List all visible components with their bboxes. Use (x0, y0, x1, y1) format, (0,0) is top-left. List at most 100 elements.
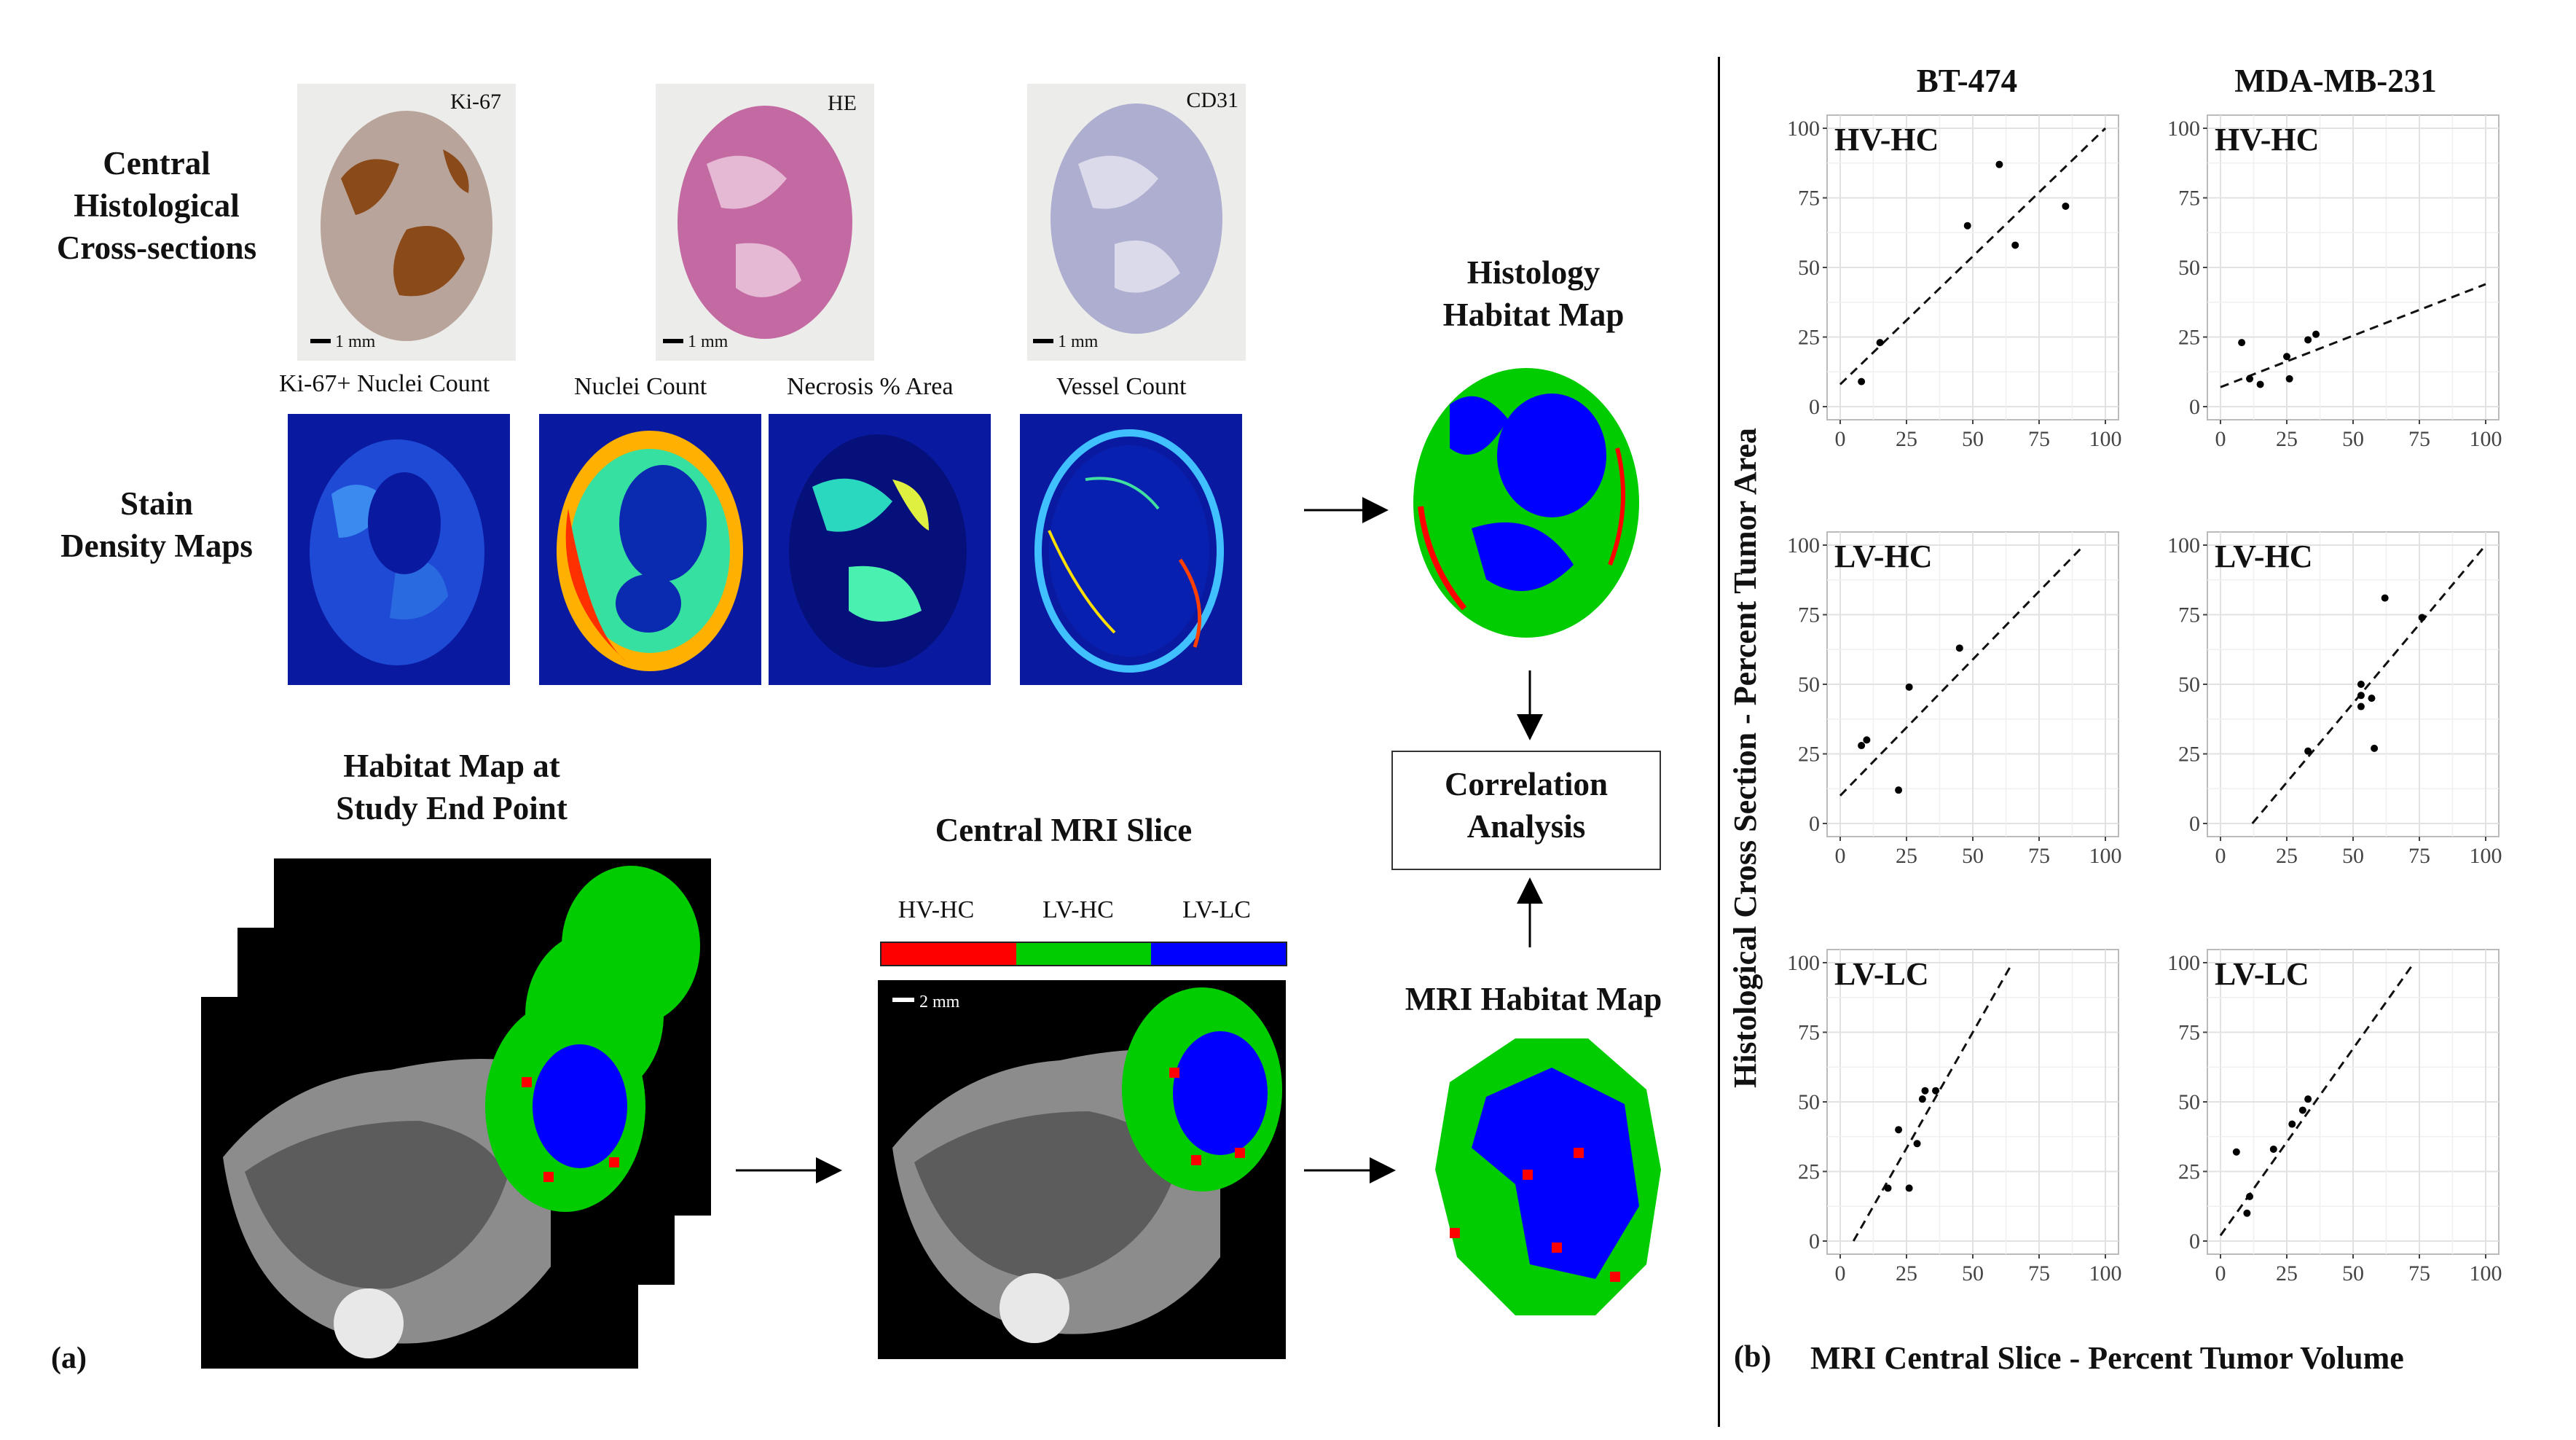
y-tick-label: 100 (2167, 117, 2200, 141)
central-mri-image (878, 980, 1286, 1359)
fit-line (2220, 283, 2486, 388)
stain-label-he: HE (828, 91, 857, 115)
y-tick-label: 50 (2178, 673, 2200, 697)
scatter-point (1905, 683, 1913, 691)
scatter-point (2312, 330, 2320, 338)
y-tick-label: 25 (1798, 743, 1820, 767)
panel-title: LV-LC (2215, 956, 2309, 992)
scale-bar (1033, 339, 1053, 343)
x-tick-label: 50 (2342, 844, 2364, 868)
mri-habitat-title: MRI Habitat Map (1405, 981, 1662, 1017)
legend-label-lvlc: LV-LC (1182, 896, 1251, 923)
col-title-mdamb231: MDA-MB-231 (2234, 63, 2437, 99)
y-tick-label: 100 (1787, 533, 1820, 557)
scatter-point (2357, 681, 2365, 688)
density-map-necrosis (769, 414, 991, 685)
flow-arrows (736, 497, 1543, 1183)
scatter-point (1858, 377, 1866, 386)
y-tick-label: 75 (1798, 187, 1820, 211)
scatter-point (2368, 694, 2376, 703)
fit-line (2219, 962, 2415, 1237)
cd31-tissue (1051, 103, 1222, 334)
scatter-panel: 00 25 25 50 50 75 75 100 100 HV-HC (2167, 114, 2502, 451)
y-tick-label: 50 (1798, 673, 1820, 697)
scatter-point (2304, 1095, 2312, 1103)
x-tick-label: 100 (2089, 844, 2122, 868)
x-tick-label: 50 (1962, 1261, 1984, 1286)
scatter-point (1913, 1140, 1921, 1148)
scatter-point (1995, 160, 2003, 168)
y-tick-label: 0 (1809, 1229, 1820, 1253)
he-tissue (678, 106, 852, 339)
habitat-endpoint-title: Habitat Map at Study End Point (336, 748, 568, 826)
density-title-ki67: Ki-67+ Nuclei Count (279, 370, 490, 397)
y-tick-label: 25 (1798, 1160, 1820, 1184)
legend-swatch-lvlc (1151, 943, 1286, 965)
x-tick-label: 0 (1835, 844, 1846, 868)
scatter-point (1895, 1126, 1903, 1134)
scale-label: 1 mm (335, 332, 376, 351)
fit-line (2251, 544, 2487, 824)
y-tick-label: 75 (1798, 1021, 1820, 1045)
mri-scale-label: 2 mm (919, 993, 960, 1011)
x-tick-label: 100 (2470, 844, 2502, 868)
stain-image-he: HE 1 mm (656, 84, 874, 361)
mri-habitat-map (1435, 1038, 1661, 1315)
x-axis-label: MRI Central Slice - Percent Tumor Volume (1810, 1340, 2404, 1376)
y-tick-label: 25 (2178, 1160, 2200, 1184)
scatter-point (1905, 1184, 1913, 1192)
x-tick-label: 25 (2276, 427, 2298, 451)
x-tick-label: 100 (2470, 427, 2502, 451)
scatter-point (2256, 380, 2264, 388)
scatter-panel: 00 25 25 50 50 75 75 100 100 LV-LC (2167, 949, 2502, 1286)
histology-habitat-map (1413, 368, 1639, 638)
scatter-point (1863, 736, 1871, 744)
x-tick-label: 25 (2276, 1261, 2298, 1286)
panel-title: HV-HC (2215, 122, 2319, 157)
x-tick-label: 0 (1835, 1261, 1846, 1286)
stain-label-ki67: Ki-67 (450, 90, 501, 114)
y-tick-label: 25 (2178, 743, 2200, 767)
stain-image-cd31: CD31 1 mm (1027, 84, 1246, 361)
x-tick-label: 25 (1896, 1261, 1917, 1286)
y-tick-label: 0 (2189, 812, 2200, 836)
y-tick-label: 75 (2178, 1021, 2200, 1045)
col-title-bt474: BT-474 (1916, 63, 2018, 99)
density-title-vessel: Vessel Count (1056, 373, 1187, 400)
y-tick-label: 25 (2178, 326, 2200, 350)
panel-title: LV-HC (2215, 539, 2312, 574)
y-tick-label: 75 (2178, 603, 2200, 627)
legend-swatch-lvhc (1016, 943, 1151, 965)
central-mri-title: Central MRI Slice (935, 812, 1193, 848)
fit-line (1839, 127, 2107, 386)
scatter-point (2246, 1192, 2254, 1200)
scatter-point (2357, 703, 2365, 711)
scatter-point (2011, 241, 2019, 249)
x-tick-label: 0 (1835, 427, 1846, 451)
scale-bar (663, 339, 683, 343)
y-tick-label: 75 (1798, 603, 1820, 627)
scatter-point (2304, 336, 2312, 344)
x-tick-label: 100 (2089, 1261, 2122, 1286)
panel-b-label: (b) (1734, 1340, 1772, 1374)
density-map-ki67 (288, 414, 510, 685)
scatter-point (1921, 1087, 1929, 1095)
scatter-point (2298, 1106, 2306, 1114)
x-tick-label: 75 (2028, 1261, 2050, 1286)
histology-habitat-title: Histology Habitat Map (1442, 254, 1625, 333)
scatter-point (2062, 202, 2070, 210)
scatter-point (1895, 786, 1903, 794)
x-tick-label: 100 (2470, 1261, 2502, 1286)
stain-label-cd31: CD31 (1186, 88, 1238, 112)
scatter-panel: 00 25 25 50 50 75 75 100 100 LV-HC (2167, 531, 2502, 868)
y-tick-label: 50 (2178, 1090, 2200, 1114)
scatter-point (2285, 375, 2293, 383)
y-tick-label: 25 (1798, 326, 1820, 350)
x-tick-label: 50 (2342, 427, 2364, 451)
scatter-point (1932, 1087, 1940, 1095)
x-tick-label: 25 (1896, 427, 1917, 451)
legend-label-hvhc: HV-HC (898, 896, 975, 923)
density-map-vessel (1020, 414, 1242, 685)
scatter-point (1884, 1184, 1892, 1192)
